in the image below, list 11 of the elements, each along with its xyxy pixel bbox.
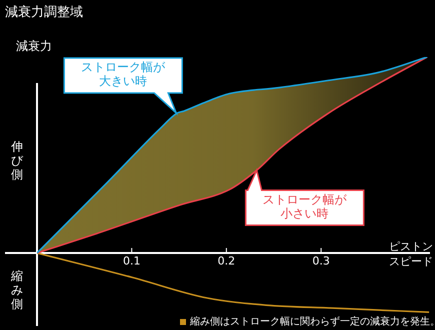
x-tick-label: 0.1 [122, 254, 140, 268]
x-tick-label: 0.3 [312, 254, 330, 268]
annotation: ストローク幅が大きい時 [81, 60, 166, 88]
y-axis-title: 減衰力 [16, 39, 52, 54]
text: 縮み側 [10, 269, 23, 312]
chart-title: 減衰力調整域 [5, 4, 83, 20]
x-axis-title: ピストンスピード [389, 240, 433, 268]
text: 伸び側 [10, 139, 24, 182]
x-tick-label: 0.2 [218, 254, 236, 268]
text: 縮み側はストローク幅に関わらず一定の減衰力を発生。 [189, 316, 435, 328]
annotation: ストローク幅が小さい時 [262, 192, 348, 220]
